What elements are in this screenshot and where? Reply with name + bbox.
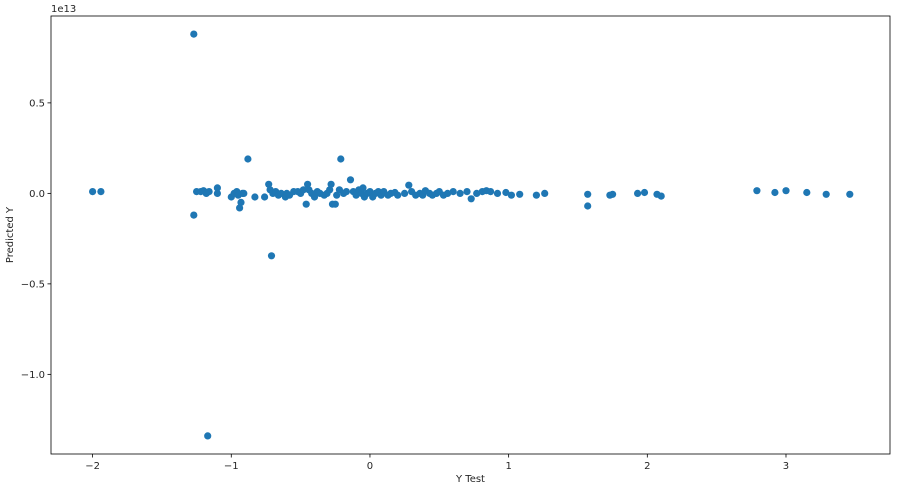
data-point [456, 189, 464, 197]
data-point [822, 190, 830, 198]
data-point [304, 180, 312, 188]
x-tick-label: 0 [367, 461, 373, 472]
y-axis-ticks: 0.5 0.0 −0.5 −1.0 [21, 98, 51, 381]
data-point [237, 198, 245, 206]
data-point [657, 192, 665, 200]
data-point [584, 202, 592, 210]
x-tick-label: 2 [644, 461, 650, 472]
data-point [265, 180, 273, 188]
data-point [337, 155, 345, 163]
data-point [401, 189, 409, 197]
y-tick-label: −0.5 [21, 279, 45, 290]
data-point [366, 188, 374, 196]
data-point [634, 189, 642, 197]
data-point [771, 188, 779, 197]
data-point [190, 30, 198, 38]
data-point [405, 181, 413, 189]
y-axis-scale-offset: 1e13 [51, 4, 76, 15]
y-tick-label: 0.5 [29, 98, 45, 109]
data-point [640, 188, 649, 197]
data-point [327, 180, 335, 188]
data-point [267, 252, 276, 260]
data-point [310, 193, 319, 201]
y-tick-label: 0.0 [29, 189, 45, 200]
data-point [493, 189, 502, 197]
y-axis-label: Predicted Y [5, 206, 16, 263]
data-point [846, 190, 854, 198]
data-point [299, 186, 307, 194]
data-point [584, 190, 592, 198]
data-point [213, 189, 221, 197]
data-point [352, 191, 360, 199]
data-point [532, 191, 541, 199]
axes [50, 15, 891, 455]
data-point [609, 190, 617, 198]
data-point [782, 187, 790, 195]
data-point [204, 432, 212, 440]
y-tick-label: −1.0 [21, 370, 45, 381]
data-point [346, 176, 355, 184]
x-axis-label: Y Test [455, 474, 485, 485]
plot-frame [50, 15, 891, 455]
data-point [502, 188, 510, 197]
data-point [541, 189, 549, 197]
data-points [89, 30, 854, 440]
x-tick-label: −2 [85, 461, 100, 472]
data-point [326, 186, 334, 194]
x-tick-label: 3 [783, 461, 789, 472]
data-point [331, 200, 339, 208]
data-point [463, 188, 471, 196]
data-point [333, 191, 341, 199]
data-point [753, 187, 761, 195]
data-point [244, 155, 252, 163]
data-point [251, 193, 259, 201]
data-point [213, 184, 221, 192]
data-point [97, 188, 105, 196]
data-point [473, 189, 481, 197]
data-point [89, 188, 97, 196]
data-point [359, 184, 367, 192]
data-point [240, 189, 248, 197]
data-point [444, 189, 452, 197]
data-point [507, 191, 515, 199]
x-axis-ticks: −2 −1 0 1 2 3 [85, 454, 789, 472]
data-point [236, 204, 244, 212]
data-point [205, 188, 213, 196]
data-point [449, 188, 457, 196]
data-point [516, 190, 524, 198]
x-tick-label: −1 [224, 461, 239, 472]
data-point [487, 188, 495, 196]
data-point [467, 195, 475, 203]
data-point [803, 188, 811, 197]
data-point [342, 188, 350, 196]
data-point [302, 200, 310, 208]
data-point [394, 191, 402, 199]
data-point [261, 193, 269, 201]
data-point [190, 211, 198, 219]
x-tick-label: 1 [505, 461, 511, 472]
